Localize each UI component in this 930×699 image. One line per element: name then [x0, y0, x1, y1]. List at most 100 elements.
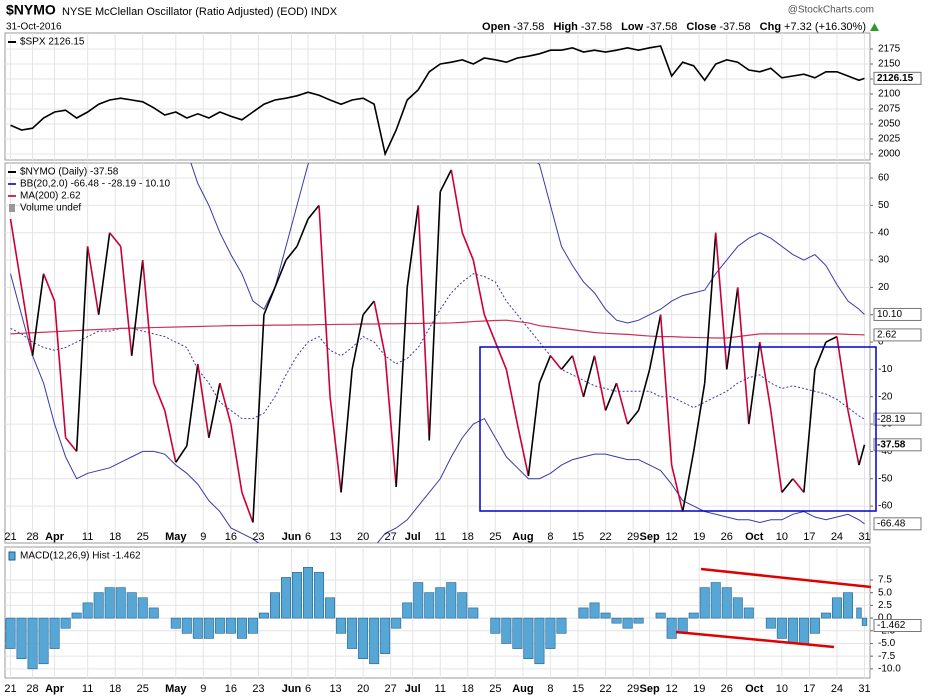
- value-tag-label: -66.48: [877, 518, 906, 529]
- quote-value: +7.32 (+16.30%): [784, 21, 866, 33]
- line-segment: [186, 363, 199, 447]
- x-tick-label: 18: [462, 683, 474, 695]
- y-tick-label: 2000: [878, 149, 901, 160]
- histogram-bar: [82, 602, 93, 619]
- line-segment: [516, 423, 530, 477]
- line-segment: [31, 273, 45, 356]
- value-tag: 2.62: [873, 328, 922, 342]
- panel-frame: [4, 546, 871, 679]
- line-segment: [428, 191, 442, 441]
- x-tick-label: 25: [489, 683, 501, 695]
- value-tag: -37.58: [873, 438, 922, 452]
- x-tick-label: 25: [137, 531, 149, 543]
- x-tick-label: 24: [831, 531, 843, 543]
- quote-value: -37.58: [646, 21, 677, 33]
- line-segment: [373, 300, 386, 356]
- y-tick-label: -10: [878, 364, 893, 375]
- y-tick-label: 0: [878, 337, 884, 348]
- histogram-bar: [380, 617, 391, 654]
- x-tick-label: 20: [357, 683, 369, 695]
- bollinger-band: [190, 163, 865, 324]
- panel-frame: [4, 162, 871, 544]
- value-tag: -28.19: [873, 412, 922, 426]
- x-tick-label: 13: [329, 531, 341, 543]
- histogram-bar: [170, 617, 181, 629]
- histogram-bar: [556, 617, 567, 634]
- line-segment: [329, 396, 342, 493]
- x-tick-label: 11: [435, 683, 446, 695]
- line-segment: [384, 355, 397, 488]
- histogram-bar: [424, 592, 435, 619]
- line-segment: [626, 409, 640, 425]
- histogram-bar: [809, 617, 820, 634]
- quote-label: Close: [686, 21, 716, 33]
- histogram-bar: [856, 607, 862, 619]
- line-segment: [285, 245, 298, 261]
- legend-label: $SPX 2126.15: [20, 37, 85, 48]
- line-segment: [604, 382, 618, 411]
- histogram-bar: [104, 587, 115, 619]
- histogram-bar: [534, 617, 545, 665]
- x-tick-label: 9: [200, 531, 206, 543]
- y-tick-label: 2075: [878, 104, 901, 115]
- x-tick-label: 9: [200, 683, 206, 695]
- x-tick-label: 6: [305, 531, 311, 543]
- line-segment: [714, 232, 728, 370]
- histogram-bar: [369, 617, 380, 665]
- line-segment: [219, 382, 232, 425]
- line-segment: [847, 410, 860, 466]
- trend-line: [700, 567, 872, 589]
- line-segment: [670, 464, 684, 512]
- line-segment: [615, 382, 629, 425]
- legend-label: Volume undef: [20, 203, 81, 214]
- value-tag-label: -37.58: [877, 439, 906, 450]
- line-segment: [538, 355, 552, 384]
- line-segment: [64, 437, 78, 452]
- histogram-bar: [314, 572, 325, 619]
- x-tick-label: 29: [627, 683, 639, 695]
- y-tick-label: 0.0: [878, 613, 892, 624]
- histogram-bar: [303, 567, 314, 619]
- x-tick-label: 29: [627, 531, 639, 543]
- y-tick-label: 60: [878, 173, 890, 184]
- histogram-bar: [688, 612, 699, 619]
- histogram-bar: [236, 617, 247, 639]
- histogram-bar: [611, 617, 622, 624]
- line-segment: [747, 341, 761, 425]
- histogram-bar: [137, 597, 148, 619]
- value-tag-box: [873, 71, 922, 85]
- y-tick-label: -60: [878, 501, 893, 512]
- histogram-bar: [258, 612, 269, 619]
- y-tick-label: -7.5: [878, 651, 896, 662]
- value-tag-box: [873, 307, 922, 321]
- y-tick-label: -40: [878, 446, 893, 457]
- line-segment: [208, 382, 221, 438]
- x-tick-label: 28: [26, 683, 38, 695]
- value-tag: -1.462: [873, 619, 922, 633]
- histogram-bar: [699, 587, 710, 619]
- value-tag-box: [873, 328, 922, 342]
- histogram-bar: [457, 592, 468, 619]
- value-tag-label: 10.10: [877, 309, 902, 320]
- histogram-bar: [765, 617, 776, 629]
- x-tick-label: Sep: [640, 531, 660, 543]
- line-segment: [759, 341, 772, 411]
- line-segment: [109, 232, 122, 247]
- histogram-bar: [16, 617, 27, 660]
- y-tick-label: 30: [878, 255, 890, 266]
- date: 31-Oct-2016: [6, 22, 62, 33]
- x-tick-label: 31: [858, 531, 870, 543]
- line-segment: [858, 444, 866, 466]
- histogram-bar: [787, 617, 798, 644]
- line-segment: [75, 246, 89, 452]
- value-tag-label: 2.62: [877, 330, 897, 341]
- histogram-bar: [38, 617, 49, 665]
- x-tick-label: 19: [693, 683, 705, 695]
- line-segment: [560, 355, 574, 370]
- x-tick-label: 18: [109, 531, 121, 543]
- histogram-bar: [93, 592, 104, 619]
- x-tick-label: 21: [4, 683, 16, 695]
- y-tick-label: -20: [878, 391, 893, 402]
- x-tick-label: Oct: [745, 683, 764, 695]
- line-segment: [252, 314, 265, 523]
